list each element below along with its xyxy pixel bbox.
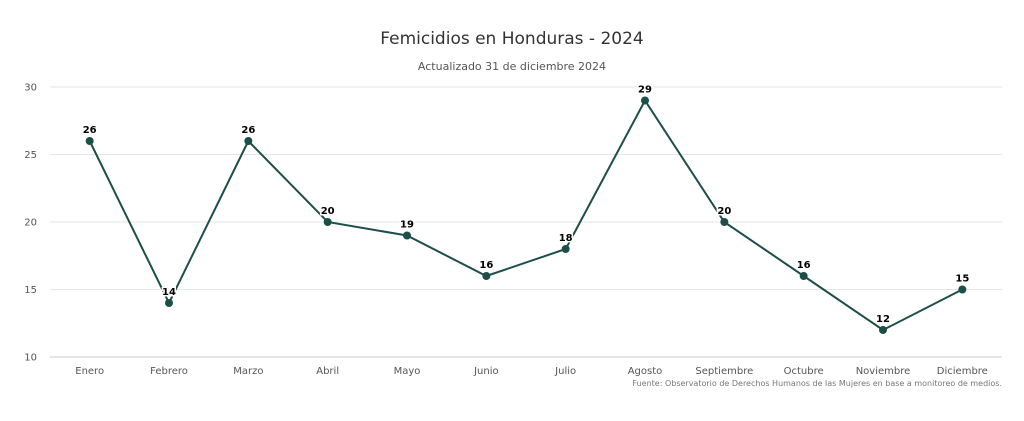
data-point xyxy=(482,272,491,280)
y-tick-label: 15 xyxy=(24,285,37,296)
data-label: 26 xyxy=(241,125,255,136)
chart-title: Femicidios en Honduras - 2024 xyxy=(380,29,643,49)
data-points xyxy=(85,96,967,334)
y-tick-label: 25 xyxy=(24,150,37,161)
data-point xyxy=(958,285,967,294)
data-label: 14 xyxy=(162,287,176,298)
x-tick-label: Junio xyxy=(473,366,499,377)
x-tick-label: Enero xyxy=(75,366,104,377)
x-tick-label: Febrero xyxy=(150,366,188,377)
x-tick-label: Agosto xyxy=(628,366,663,377)
data-point xyxy=(641,96,649,105)
chart-subtitle: Actualizado 31 de diciembre 2024 xyxy=(418,60,606,73)
series-line xyxy=(88,98,963,332)
grid xyxy=(50,86,1002,290)
data-point xyxy=(323,218,332,226)
data-labels: 26 14 26 20 19 16 18 29 20 16 12 15 xyxy=(81,83,971,327)
data-point xyxy=(561,245,570,253)
x-tick-label: Mayo xyxy=(394,366,421,377)
x-tick-label: Septiembre xyxy=(695,366,753,377)
data-label: 12 xyxy=(876,314,890,325)
x-axis-ticks: Enero Febrero Marzo Abril Mayo Junio Julio Agos… xyxy=(75,366,988,377)
data-label: 18 xyxy=(559,233,573,244)
y-tick-label: 10 xyxy=(24,353,37,364)
data-point xyxy=(799,272,808,280)
data-point xyxy=(85,137,94,145)
data-label: 16 xyxy=(479,260,493,271)
x-tick-label: Marzo xyxy=(233,366,263,377)
chart-credits: Fuente: Observatorio de Derechos Humanos… xyxy=(632,379,1002,388)
x-tick-label: Noviembre xyxy=(856,366,911,377)
data-label: 26 xyxy=(83,125,97,136)
data-point xyxy=(403,231,411,240)
x-tick-label: Octubre xyxy=(784,366,824,377)
x-tick-label: Julio xyxy=(554,366,576,377)
y-tick-label: 30 xyxy=(24,83,37,94)
data-point xyxy=(165,299,173,307)
data-label: 20 xyxy=(717,206,731,217)
data-label: 15 xyxy=(955,274,969,285)
data-label: 16 xyxy=(797,260,811,271)
x-tick-label: Abril xyxy=(316,366,339,377)
x-tick-label: Diciembre xyxy=(937,366,988,377)
data-point xyxy=(879,326,887,334)
y-tick-label: 20 xyxy=(24,218,37,229)
data-label: 29 xyxy=(638,85,652,96)
data-point xyxy=(720,218,729,226)
y-axis-ticks: 10 15 20 25 30 xyxy=(24,83,37,364)
data-label: 19 xyxy=(400,220,414,231)
data-label: 20 xyxy=(321,206,335,217)
data-point xyxy=(244,137,253,145)
